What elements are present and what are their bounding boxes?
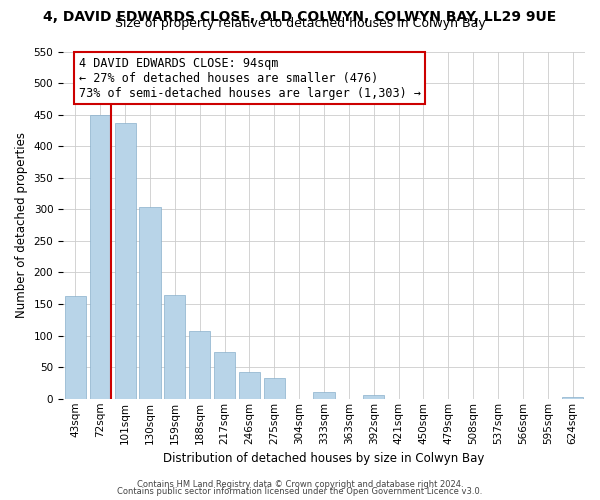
Bar [115, 123, 136, 399]
Bar [164, 294, 185, 399]
Text: Contains public sector information licensed under the Open Government Licence v3: Contains public sector information licen… [118, 487, 482, 496]
Bar [90, 114, 111, 399]
Text: 4, DAVID EDWARDS CLOSE, OLD COLWYN, COLWYN BAY, LL29 9UE: 4, DAVID EDWARDS CLOSE, OLD COLWYN, COLW… [43, 10, 557, 24]
Text: Size of property relative to detached houses in Colwyn Bay: Size of property relative to detached ho… [115, 18, 485, 30]
Bar [139, 208, 161, 399]
Bar [214, 352, 235, 399]
Bar [189, 330, 210, 399]
Bar [313, 392, 335, 399]
Bar [239, 372, 260, 399]
Bar [562, 397, 583, 399]
Bar [65, 296, 86, 399]
Bar [264, 378, 285, 399]
X-axis label: Distribution of detached houses by size in Colwyn Bay: Distribution of detached houses by size … [163, 452, 485, 465]
Y-axis label: Number of detached properties: Number of detached properties [15, 132, 28, 318]
Bar [363, 395, 384, 399]
Text: Contains HM Land Registry data © Crown copyright and database right 2024.: Contains HM Land Registry data © Crown c… [137, 480, 463, 489]
Text: 4 DAVID EDWARDS CLOSE: 94sqm
← 27% of detached houses are smaller (476)
73% of s: 4 DAVID EDWARDS CLOSE: 94sqm ← 27% of de… [79, 56, 421, 100]
